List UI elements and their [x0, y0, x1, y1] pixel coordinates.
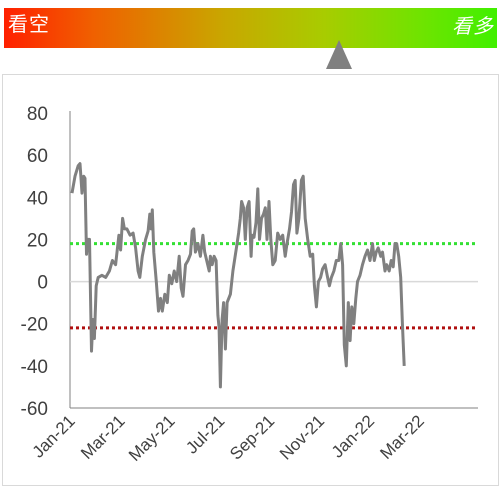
y-tick-label: 80: [27, 104, 48, 125]
y-tick-label: 40: [27, 188, 48, 209]
y-tick-label: 20: [27, 230, 48, 251]
y-tick-label: -60: [21, 399, 48, 420]
y-tick-label: 0: [37, 273, 48, 294]
y-tick-label: -20: [21, 315, 48, 336]
x-tick-label: Nov-21: [276, 411, 328, 463]
sentiment-series-line: [70, 162, 406, 389]
sentiment-pointer-icon: [326, 40, 353, 69]
y-tick-label: 60: [27, 146, 48, 167]
chart-area: [2, 74, 499, 486]
x-tick-label: Sep-21: [226, 411, 278, 463]
bullish-label: 看多: [452, 14, 494, 38]
x-tick-label: Jan-22: [328, 411, 378, 461]
x-tick-label: May-21: [125, 411, 179, 465]
bearish-label: 看空: [8, 12, 50, 36]
x-tick-label: Mar-21: [77, 411, 129, 463]
y-tick-label: -40: [21, 357, 48, 378]
x-tick-label: Mar-22: [376, 411, 428, 463]
sentiment-gauge-bar: [4, 8, 497, 48]
x-tick-label: Jul-21: [182, 411, 228, 457]
